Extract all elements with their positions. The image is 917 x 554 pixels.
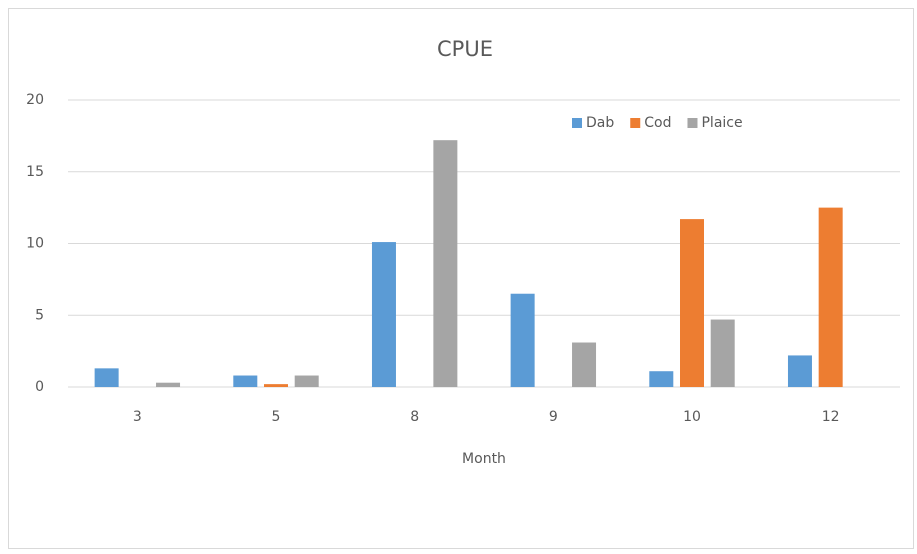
legend-label: Plaice	[701, 115, 742, 131]
bar	[787, 355, 812, 387]
y-tick-label: 15	[26, 164, 44, 180]
y-tick-label: 20	[26, 92, 44, 108]
x-tick-label: 12	[822, 409, 840, 425]
bar	[680, 219, 704, 387]
x-tick-label: 10	[683, 409, 701, 425]
x-tick-label: 8	[410, 409, 419, 425]
y-tick-label: 10	[26, 236, 44, 252]
legend-swatch	[572, 118, 582, 128]
bar	[710, 319, 735, 387]
bar	[294, 375, 319, 387]
legend-label: Cod	[644, 115, 671, 131]
bar	[156, 382, 181, 387]
x-tick-label: 3	[133, 409, 142, 425]
bar	[510, 293, 535, 387]
bar	[433, 140, 458, 387]
x-axis-title: Month	[462, 451, 506, 467]
y-tick-label: 0	[35, 379, 44, 395]
y-tick-label: 5	[35, 307, 44, 323]
bar	[572, 342, 597, 387]
bar	[818, 207, 843, 387]
chart-title: CPUE	[437, 37, 493, 61]
legend-swatch	[687, 118, 698, 128]
bar	[264, 384, 288, 387]
x-tick-label: 9	[549, 409, 558, 425]
bar	[233, 375, 258, 387]
bar	[649, 371, 674, 387]
legend-swatch	[630, 118, 641, 128]
bar	[94, 368, 119, 387]
x-tick-label: 5	[272, 409, 281, 425]
bar	[371, 242, 396, 387]
legend-label: Dab	[586, 115, 614, 131]
chart-frame	[8, 8, 914, 549]
